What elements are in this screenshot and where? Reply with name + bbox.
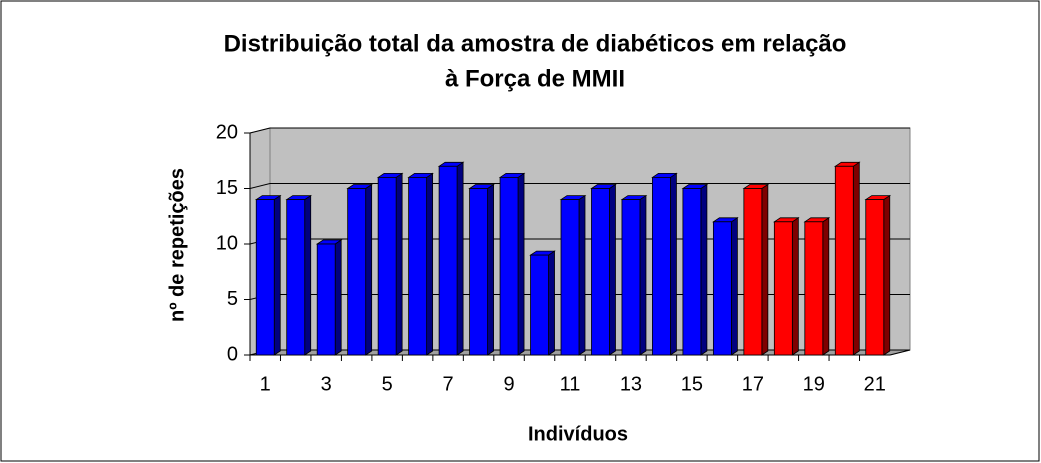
y-axis-title: nº de repetições — [166, 168, 188, 322]
bar — [377, 176, 397, 356]
x-tick-label: 7 — [443, 373, 454, 395]
x-tick-label: 9 — [503, 373, 514, 395]
bar-side-shade — [822, 217, 829, 355]
y-tick-label: 10 — [216, 232, 238, 254]
y-tick-label: 15 — [216, 177, 238, 199]
bar — [347, 188, 367, 356]
y-tick-label: 20 — [216, 121, 238, 143]
bar — [682, 188, 702, 356]
bar-side-shade — [853, 162, 860, 355]
bar — [499, 176, 519, 356]
bar-side-shade — [761, 184, 768, 355]
x-tick-label: 13 — [620, 373, 642, 395]
bar — [865, 199, 885, 356]
chart-title: à Força de MMII — [445, 65, 625, 92]
grid-line — [249, 127, 910, 134]
grid-line — [249, 183, 910, 189]
bar — [652, 176, 671, 356]
bar — [834, 165, 854, 356]
y-tick-label: 5 — [227, 288, 238, 310]
bar-side-shade — [518, 173, 525, 355]
bar-side-shade — [304, 195, 311, 355]
bar-side-shade — [365, 184, 372, 355]
bar-side-shade — [487, 184, 494, 355]
bar-side-shade — [548, 251, 555, 355]
x-tick-label: 15 — [681, 373, 703, 395]
bar — [591, 188, 610, 356]
bar — [530, 254, 549, 356]
bar — [469, 188, 488, 356]
x-tick-label: 3 — [321, 373, 332, 395]
bar-side-shade — [457, 162, 464, 355]
bar — [773, 221, 793, 356]
bar-side-shade — [639, 195, 646, 355]
x-tick-label: 5 — [382, 373, 393, 395]
x-axis-depth — [889, 349, 911, 356]
bar — [286, 199, 306, 356]
bar-side-shade — [883, 195, 890, 355]
bar — [560, 199, 580, 356]
bar-side-shade — [335, 240, 342, 355]
bar-side-shade — [792, 217, 799, 355]
bar — [621, 199, 641, 356]
bar — [804, 221, 824, 356]
bar — [743, 188, 763, 356]
x-tick-label: 17 — [742, 373, 764, 395]
bar-side-shade — [579, 195, 585, 355]
bar-side-shade — [670, 173, 677, 355]
bar-side-shade — [426, 173, 433, 355]
x-tick-label: 11 — [560, 373, 581, 395]
bar — [438, 165, 458, 356]
chart-title: Distribuição total da amostra de diabéti… — [224, 30, 847, 57]
x-tick-label: 1 — [260, 373, 271, 395]
bar — [408, 176, 428, 356]
bar — [255, 199, 275, 356]
x-tick-label: 19 — [803, 373, 825, 395]
bar — [316, 243, 336, 356]
x-axis-title: Indivíduos — [528, 423, 628, 445]
bar-side-shade — [274, 195, 281, 355]
y-tick-label: 0 — [227, 343, 238, 365]
bar-side-shade — [731, 217, 738, 355]
bar-side-shade — [609, 184, 616, 355]
bar — [712, 221, 732, 356]
bar-side-shade — [396, 173, 403, 355]
x-tick-label: 21 — [864, 373, 886, 395]
bar-side-shade — [700, 184, 707, 355]
